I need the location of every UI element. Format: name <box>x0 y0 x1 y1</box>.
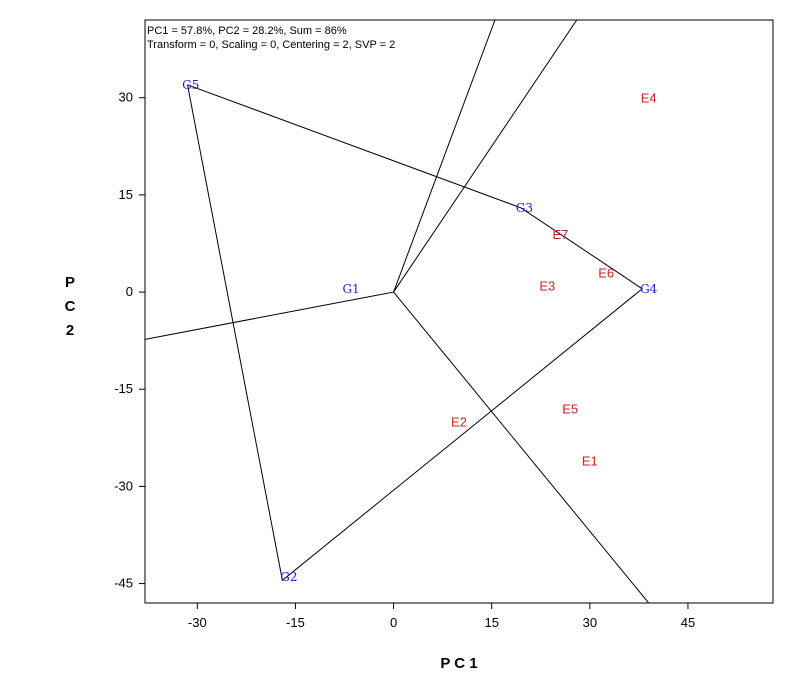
y-axis-title-p: P <box>65 274 75 291</box>
sector-ray-2 <box>393 20 496 293</box>
environment-label-e6: E6 <box>598 266 614 281</box>
convex-hull <box>187 84 644 582</box>
genotype-label-g2: G2 <box>280 570 297 584</box>
header-line-2: Transform = 0, Scaling = 0, Centering = … <box>147 39 395 51</box>
y-tick-label: -45 <box>114 576 133 591</box>
y-tick-label: -15 <box>114 381 133 396</box>
sector-ray-4 <box>393 291 650 603</box>
environment-label-e4: E4 <box>641 91 657 106</box>
y-tick-label: -30 <box>114 478 133 493</box>
x-tick-label: 15 <box>484 615 498 630</box>
y-tick-label: 0 <box>126 284 133 299</box>
y-tick-label: 30 <box>119 90 133 105</box>
x-axis-title: P C 1 <box>440 655 477 672</box>
environment-label-e3: E3 <box>539 279 555 294</box>
labels-layer: G1 G2 G3 G4 G5 E1 E2 E3 E4 E5 E6 E7 <box>182 78 658 584</box>
x-tick-label: 45 <box>681 615 695 630</box>
x-tick-label: 30 <box>583 615 597 630</box>
genotype-label-g1: G1 <box>342 282 359 296</box>
y-tick-label: 15 <box>119 187 133 202</box>
genotype-label-g3: G3 <box>516 201 533 215</box>
x-tick-label: -15 <box>286 615 305 630</box>
y-axis-title-2: 2 <box>66 322 74 339</box>
lines-layer <box>145 20 650 603</box>
genotype-label-g5: G5 <box>182 78 199 92</box>
x-tick-label: 0 <box>390 615 397 630</box>
sector-ray-3 <box>393 20 578 293</box>
x-tick-label: -30 <box>188 615 207 630</box>
sector-ray-1 <box>145 291 394 340</box>
y-axis-title-c: C <box>65 298 76 315</box>
environment-label-e1: E1 <box>582 453 598 468</box>
ticks-layer: -30 -15 0 15 30 45 30 15 0 -15 -30 -45 <box>114 90 695 630</box>
header-line-1: PC1 = 57.8%, PC2 = 28.2%, Sum = 86% <box>147 25 347 37</box>
environment-label-e5: E5 <box>562 402 578 417</box>
genotype-label-g4: G4 <box>640 282 658 296</box>
plot-frame <box>144 19 774 604</box>
environment-label-e7: E7 <box>552 227 568 242</box>
environment-label-e2: E2 <box>451 415 467 430</box>
